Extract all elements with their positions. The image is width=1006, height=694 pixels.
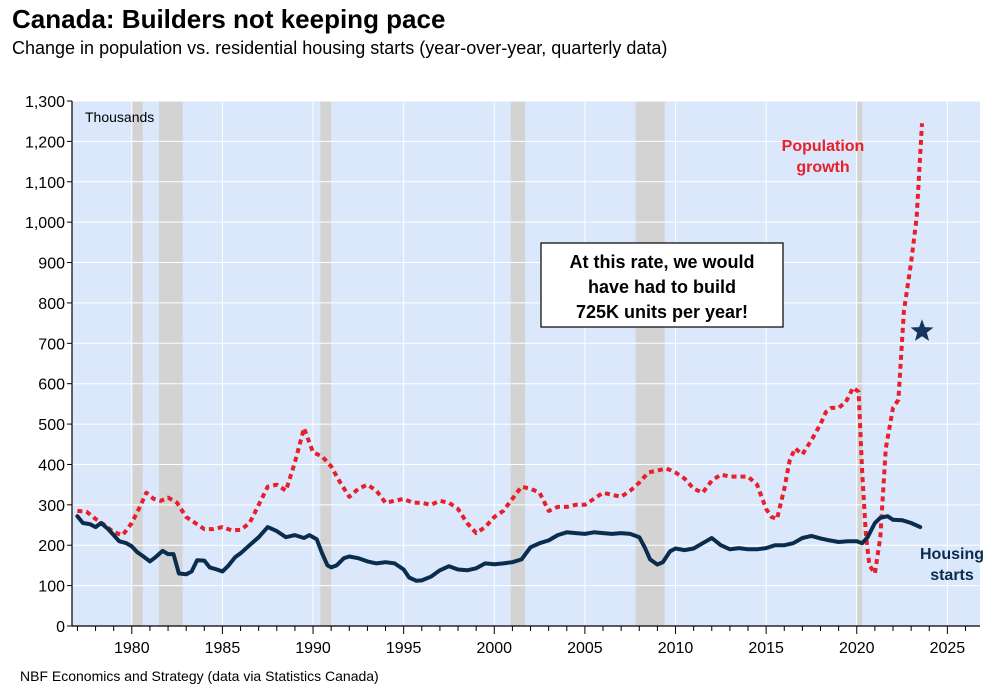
y-tick-label: 500 bbox=[38, 417, 65, 434]
y-tick-label: 0 bbox=[56, 619, 65, 636]
y-tick-label: 1,100 bbox=[25, 175, 65, 192]
recession-band bbox=[131, 101, 143, 626]
housing-starts-label: starts bbox=[930, 567, 974, 584]
y-tick-label: 100 bbox=[38, 579, 65, 596]
y-tick-label: 1,000 bbox=[25, 215, 65, 232]
recession-band bbox=[856, 101, 863, 626]
recession-band bbox=[158, 101, 183, 626]
y-tick-label: 1,300 bbox=[25, 94, 65, 111]
recession-bands bbox=[131, 101, 863, 626]
x-tick-label: 2005 bbox=[567, 640, 603, 657]
x-tick-label: 2015 bbox=[748, 640, 784, 657]
series bbox=[75, 123, 924, 583]
callout-text: At this rate, we would bbox=[569, 252, 754, 272]
x-tick-label: 1995 bbox=[386, 640, 422, 657]
population-growth-line bbox=[77, 123, 924, 576]
population-growth-label: Population bbox=[782, 138, 865, 155]
callout-text: 725K units per year! bbox=[576, 302, 748, 322]
x-tick-label: 1985 bbox=[205, 640, 241, 657]
callout-text: have had to build bbox=[588, 277, 736, 297]
plot-area bbox=[72, 101, 980, 626]
y-tick-label: 1,200 bbox=[25, 134, 65, 151]
chart-subtitle: Change in population vs. residential hou… bbox=[12, 38, 668, 58]
source-note: NBF Economics and Strategy (data via Sta… bbox=[20, 668, 379, 684]
y-tick-label: 800 bbox=[38, 296, 65, 313]
recession-band bbox=[320, 101, 332, 626]
x-tick-label: 1990 bbox=[295, 640, 331, 657]
y-tick-label: 200 bbox=[38, 538, 65, 555]
housing-starts-label: Housing bbox=[920, 546, 984, 563]
recession-band bbox=[510, 101, 526, 626]
y-tick-label: 300 bbox=[38, 498, 65, 515]
y-tick-label: 900 bbox=[38, 256, 65, 273]
y-tick-label: 600 bbox=[38, 377, 65, 394]
x-tick-label: 1980 bbox=[114, 640, 150, 657]
chart-title: Canada: Builders not keeping pace bbox=[12, 4, 446, 34]
callout-box bbox=[540, 242, 784, 328]
annotations: Population growth Housing starts At this rat… bbox=[540, 138, 984, 584]
x-tick-label: 2020 bbox=[839, 640, 875, 657]
recession-band bbox=[635, 101, 665, 626]
star-icon bbox=[910, 319, 934, 341]
x-tick-label: 2010 bbox=[658, 640, 694, 657]
y-tick-label: 400 bbox=[38, 457, 65, 474]
housing-starts-line bbox=[75, 514, 923, 583]
x-tick-label: 2025 bbox=[930, 640, 966, 657]
x-tick-label: 2000 bbox=[476, 640, 512, 657]
unit-label: Thousands bbox=[85, 109, 154, 125]
y-tick-label: 700 bbox=[38, 336, 65, 353]
axes: 0 100 200 300 400 500 600 700 800 900 1,000 1,100 1,… bbox=[25, 94, 980, 657]
population-growth-label: growth bbox=[796, 159, 849, 176]
gridlines bbox=[72, 100, 980, 626]
